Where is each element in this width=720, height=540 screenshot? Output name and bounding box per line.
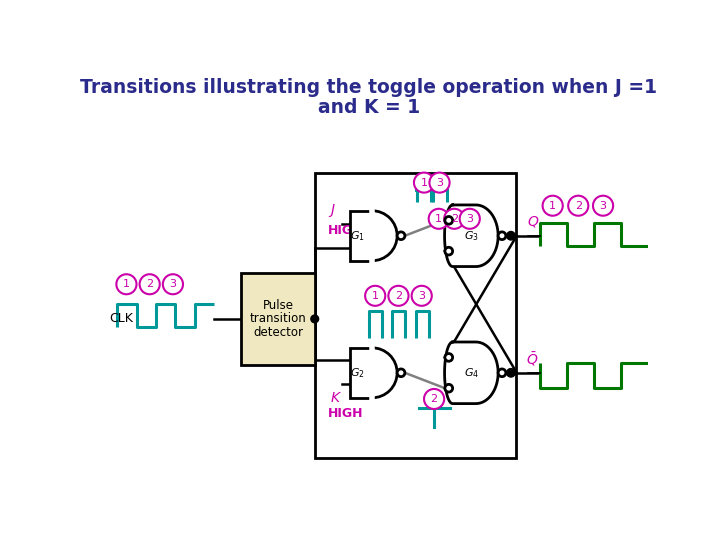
Text: and K = 1: and K = 1 [318,98,420,117]
Circle shape [424,389,444,409]
Text: HIGH: HIGH [328,407,364,420]
Circle shape [459,209,480,229]
Text: 1: 1 [372,291,379,301]
Text: 2: 2 [395,291,402,301]
Circle shape [568,195,588,215]
Text: $G_2$: $G_2$ [350,366,365,380]
Bar [241,273,315,365]
Circle shape [445,217,453,224]
Text: Q: Q [527,215,538,229]
Text: 1: 1 [436,214,442,224]
Circle shape [414,173,434,193]
Text: 1: 1 [123,279,130,289]
Circle shape [593,195,613,215]
Bar [350,211,372,261]
Circle shape [311,315,319,323]
Circle shape [498,369,506,377]
Circle shape [412,286,432,306]
Text: 1: 1 [549,201,556,211]
Circle shape [445,384,453,392]
Circle shape [117,274,137,294]
Text: CLK: CLK [109,313,133,326]
Text: 2: 2 [451,214,458,224]
Circle shape [388,286,408,306]
Circle shape [507,232,516,240]
Wedge shape [372,348,397,398]
Circle shape [397,232,405,240]
Wedge shape [372,211,397,261]
Circle shape [397,369,405,377]
Circle shape [140,274,160,294]
Circle shape [507,369,516,377]
Circle shape [444,209,464,229]
Text: $G_3$: $G_3$ [464,229,479,242]
Bar [350,348,372,398]
Text: 2: 2 [575,201,582,211]
Text: 3: 3 [169,279,176,289]
Text: transition: transition [250,313,306,326]
Circle shape [428,209,449,229]
Text: 3: 3 [436,178,443,187]
Text: J: J [330,204,334,217]
Bar [315,173,516,457]
Text: HIGH: HIGH [328,224,364,237]
Text: 3: 3 [600,201,606,211]
Polygon shape [444,342,498,403]
Text: 2: 2 [146,279,153,289]
Polygon shape [444,205,498,267]
Text: Pulse: Pulse [262,299,294,312]
Text: Transitions illustrating the toggle operation when J =1: Transitions illustrating the toggle oper… [81,78,657,97]
Circle shape [429,173,449,193]
Circle shape [445,354,453,361]
Text: 3: 3 [418,291,426,301]
Circle shape [365,286,385,306]
Circle shape [445,247,453,255]
Text: K: K [330,391,339,405]
Circle shape [543,195,563,215]
Circle shape [498,232,506,240]
Text: 2: 2 [431,394,438,404]
Text: detector: detector [253,326,303,339]
Text: 1: 1 [420,178,428,187]
Circle shape [163,274,183,294]
Text: 3: 3 [467,214,473,224]
Text: $G_1$: $G_1$ [350,229,365,242]
Text: $G_4$: $G_4$ [464,366,479,380]
Text: $\bar{Q}$: $\bar{Q}$ [526,350,538,368]
